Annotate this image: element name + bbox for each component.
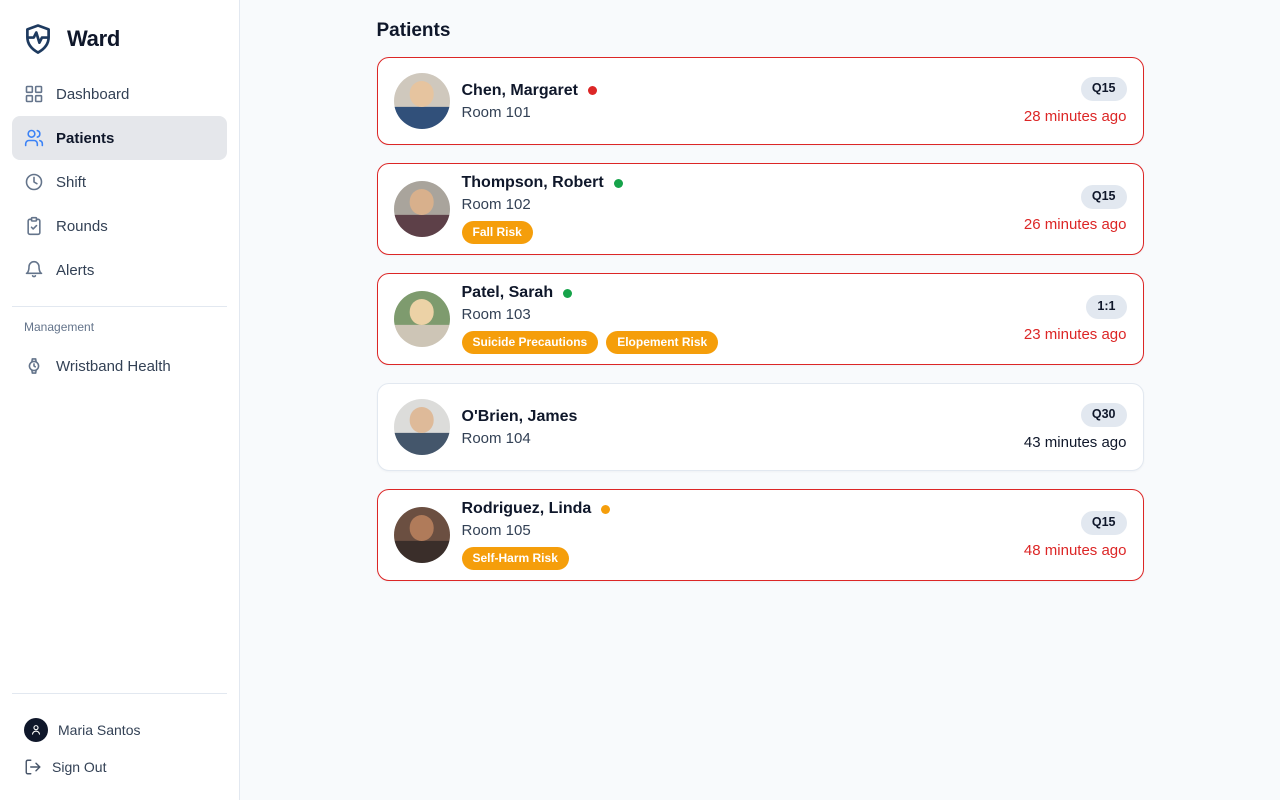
sidebar-item-label: Wristband Health [56, 357, 171, 375]
check-frequency-badge: Q15 [1080, 511, 1127, 535]
user-avatar-icon [24, 718, 48, 742]
patient-info: O'Brien, James Room 104 [462, 408, 1012, 447]
patient-avatar [393, 73, 450, 129]
sign-out-button[interactable]: Sign Out [12, 750, 227, 784]
risk-badges: Fall Risk [461, 221, 1012, 244]
patient-info: Chen, Margaret Room 101 [462, 82, 1012, 121]
risk-badge: Elopement Risk [606, 331, 719, 354]
last-check-time: 23 minutes ago [1023, 325, 1127, 343]
users-icon [24, 128, 44, 148]
check-frequency-badge: 1:1 [1086, 295, 1127, 319]
logout-icon [24, 758, 42, 776]
main-content: Patients Chen, Margaret Room 101 Q15 28 … [240, 0, 1280, 800]
sidebar-footer: Maria Santos Sign Out [12, 679, 227, 784]
last-check-time: 28 minutes ago [1023, 107, 1127, 125]
risk-badge: Fall Risk [461, 221, 533, 244]
check-meta: 1:1 23 minutes ago [1024, 295, 1127, 343]
brand-name: Ward [67, 26, 120, 51]
last-check-time: 43 minutes ago [1023, 433, 1127, 451]
sidebar-item-rounds[interactable]: Rounds [12, 204, 227, 248]
patient-avatar [393, 181, 450, 237]
patient-info: Patel, Sarah Room 103 Suicide Precaution… [461, 284, 1012, 354]
patient-card[interactable]: Thompson, Robert Room 102 Fall Risk Q15 … [376, 163, 1144, 255]
sidebar-footer-divider [12, 693, 227, 694]
bell-icon [24, 260, 44, 280]
check-frequency-badge: Q30 [1080, 403, 1127, 427]
patient-name: O'Brien, James [461, 407, 578, 425]
risk-badges: Self-Harm Risk [461, 547, 1012, 570]
sidebar: Ward Dashboard Patients Shift Rounds Ale… [0, 0, 240, 800]
patient-name: Patel, Sarah [461, 284, 554, 301]
risk-badges: Suicide Precautions Elopement Risk [461, 331, 1012, 354]
status-dot [563, 288, 573, 298]
patient-room: Room 105 [461, 522, 531, 539]
sidebar-item-dashboard[interactable]: Dashboard [12, 72, 227, 116]
sidebar-item-label: Patients [56, 129, 115, 147]
clock-icon [24, 172, 44, 192]
status-dot [613, 178, 623, 188]
patient-room: Room 102 [461, 196, 531, 213]
last-check-time: 48 minutes ago [1023, 541, 1127, 559]
last-check-time: 26 minutes ago [1023, 215, 1127, 233]
check-frequency-badge: Q15 [1080, 185, 1127, 209]
patient-name: Chen, Margaret [461, 81, 578, 99]
patient-name: Rodriguez, Linda [461, 500, 592, 517]
check-meta: Q15 26 minutes ago [1024, 185, 1127, 233]
brand: Ward [12, 22, 227, 56]
risk-badge: Suicide Precautions [461, 331, 599, 354]
patient-avatar [393, 399, 450, 455]
dashboard-icon [24, 84, 44, 104]
patient-room: Room 103 [461, 306, 531, 323]
check-meta: Q15 48 minutes ago [1024, 511, 1127, 559]
user-name: Maria Santos [58, 722, 141, 738]
sidebar-item-label: Dashboard [56, 85, 130, 103]
shield-pulse-icon [21, 22, 55, 56]
check-meta: Q30 43 minutes ago [1024, 403, 1127, 451]
clipboard-check-icon [24, 216, 44, 236]
sidebar-item-label: Rounds [56, 217, 108, 235]
sidebar-divider [12, 306, 227, 307]
patient-avatar [393, 507, 450, 563]
status-dot [601, 504, 611, 514]
patient-card[interactable]: Chen, Margaret Room 101 Q15 28 minutes a… [376, 57, 1144, 145]
status-dot [587, 86, 597, 95]
sidebar-item-patients[interactable]: Patients [12, 116, 227, 160]
sidebar-item-shift[interactable]: Shift [12, 160, 227, 204]
sidebar-item-label: Shift [56, 173, 87, 191]
patient-avatar [393, 291, 450, 347]
patient-card[interactable]: Patel, Sarah Room 103 Suicide Precaution… [376, 273, 1144, 365]
patient-room: Room 104 [461, 429, 531, 447]
patient-room: Room 101 [461, 103, 531, 121]
sign-out-label: Sign Out [52, 759, 107, 775]
patient-list: Chen, Margaret Room 101 Q15 28 minutes a… [376, 57, 1144, 581]
management-section-label: Management [24, 320, 95, 334]
sidebar-nav: Dashboard Patients Shift Rounds Alerts [12, 72, 227, 292]
page-title: Patients [376, 20, 451, 41]
sidebar-item-label: Alerts [56, 261, 95, 279]
patient-name: Thompson, Robert [461, 174, 604, 191]
user-profile[interactable]: Maria Santos [12, 710, 227, 750]
check-meta: Q15 28 minutes ago [1024, 77, 1127, 125]
patient-info: Rodriguez, Linda Room 105 Self-Harm Risk [461, 500, 1012, 570]
check-frequency-badge: Q15 [1080, 77, 1127, 101]
patient-info: Thompson, Robert Room 102 Fall Risk [461, 174, 1012, 244]
sidebar-item-alerts[interactable]: Alerts [12, 248, 227, 292]
watch-icon [24, 356, 44, 376]
patient-card[interactable]: Rodriguez, Linda Room 105 Self-Harm Risk… [376, 489, 1144, 581]
patient-card[interactable]: O'Brien, James Room 104 Q30 43 minutes a… [376, 383, 1144, 471]
risk-badge: Self-Harm Risk [461, 547, 569, 570]
sidebar-item-wristband-health[interactable]: Wristband Health [12, 344, 227, 388]
